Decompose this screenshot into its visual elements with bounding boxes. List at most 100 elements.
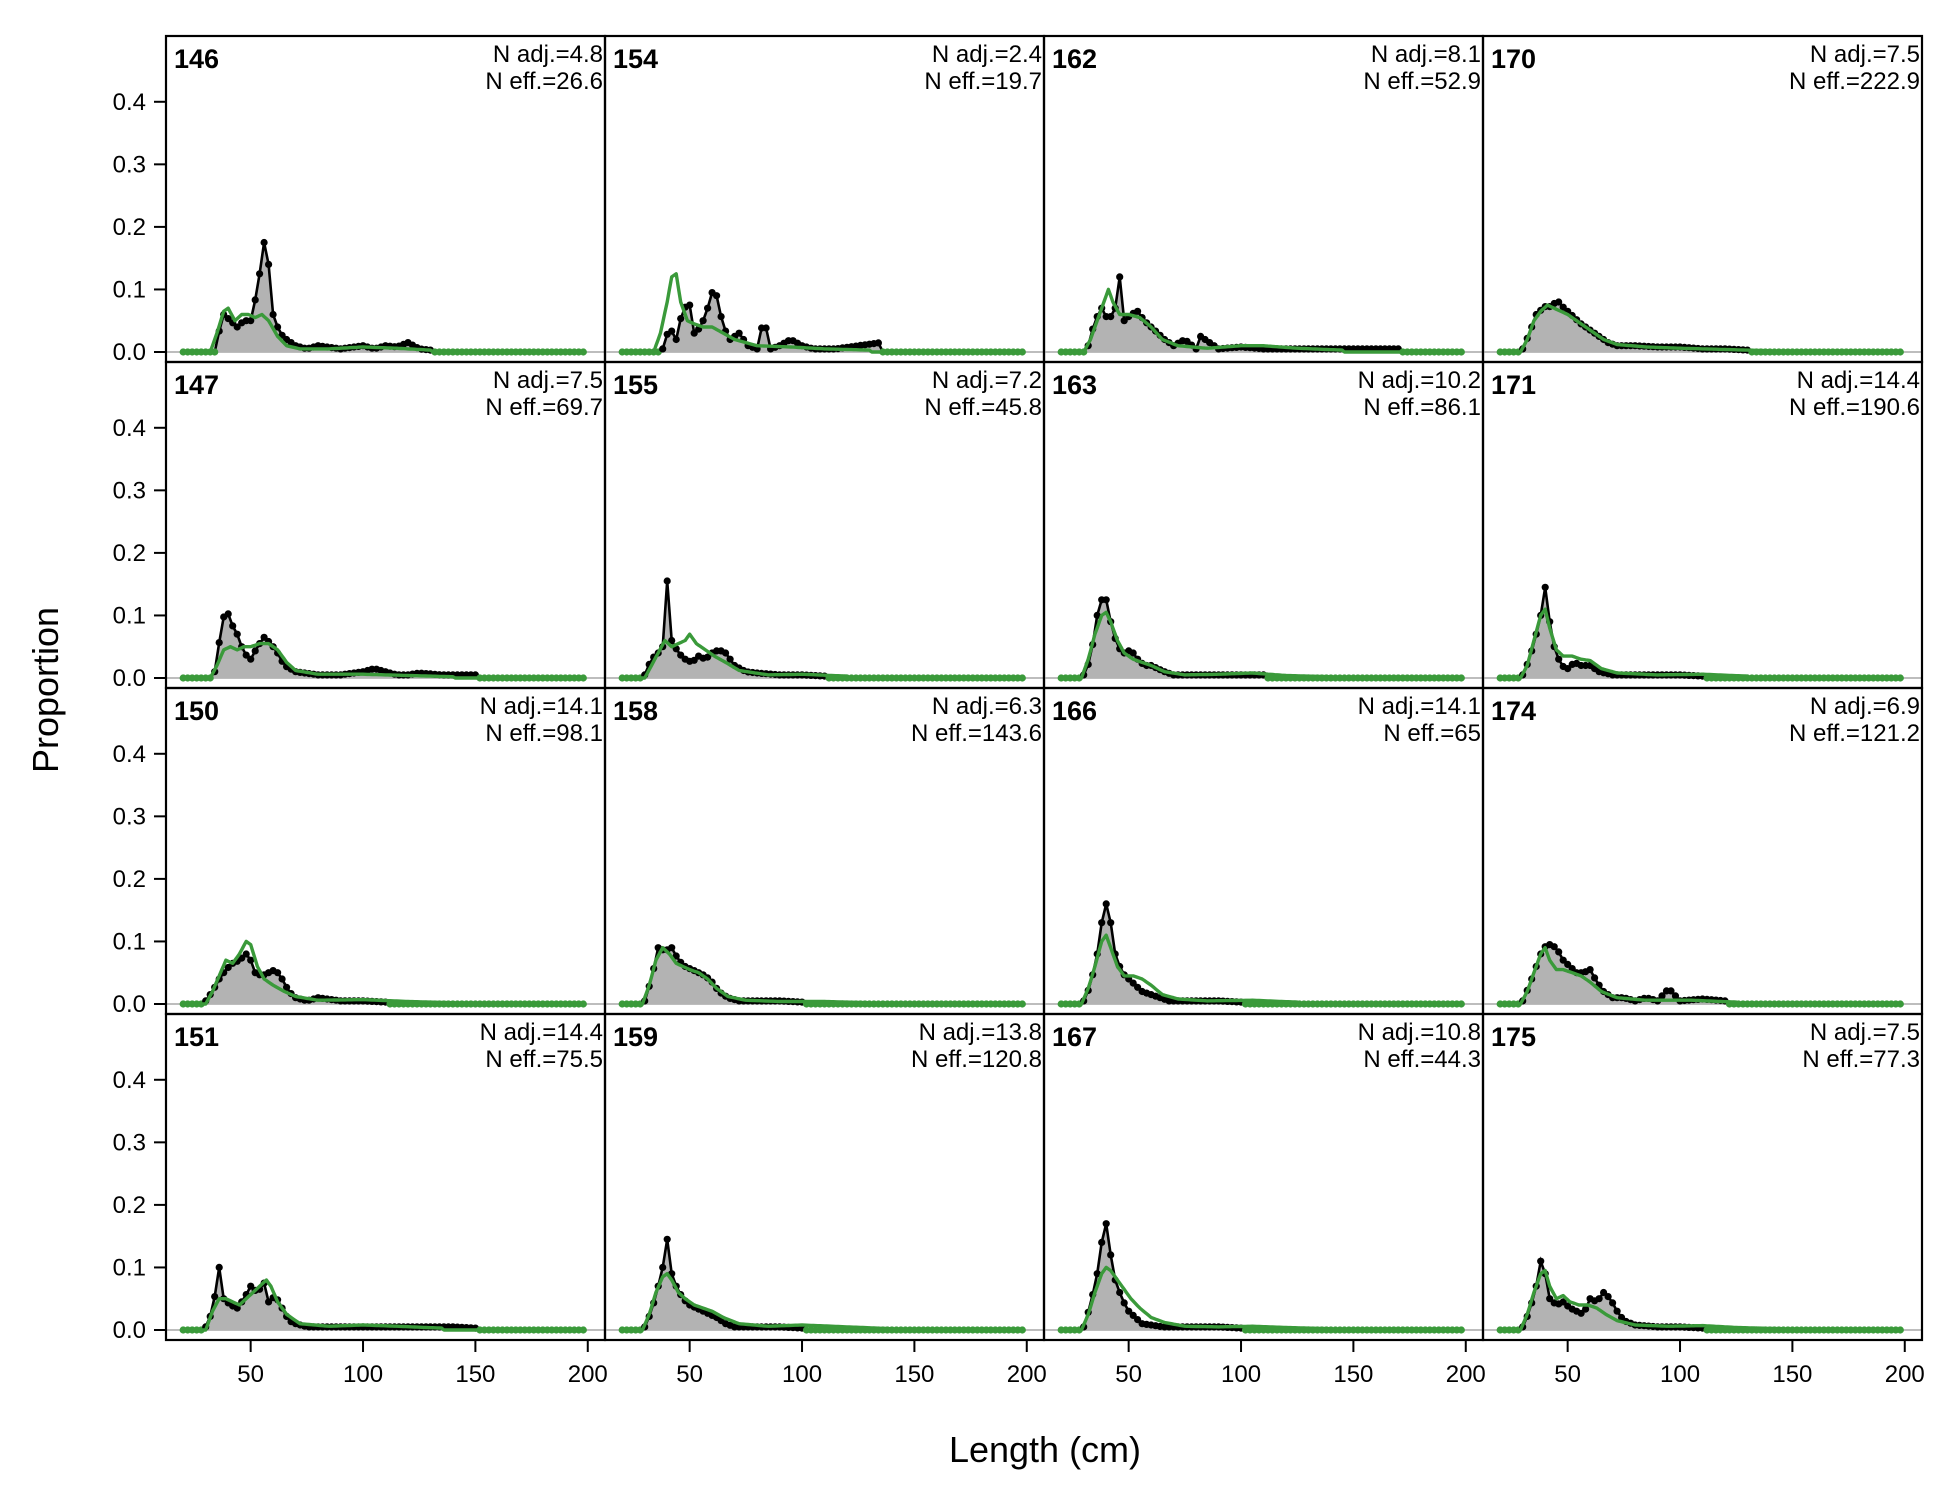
observed-point: [242, 950, 250, 958]
observed-point: [283, 983, 291, 991]
observed-point: [1582, 1305, 1590, 1313]
panel-n-adj: N adj.=8.1: [1371, 41, 1481, 68]
observed-point: [659, 345, 667, 353]
observed-point: [1098, 1238, 1106, 1246]
observed-point: [663, 577, 671, 585]
observed-point: [672, 952, 680, 960]
observed-point: [1555, 298, 1563, 306]
y-tick-label: 0.1: [113, 928, 146, 955]
panel-label: 175: [1491, 1022, 1536, 1052]
observed-point: [1134, 983, 1142, 991]
panel-n-adj: N adj.=10.8: [1358, 1019, 1481, 1046]
panel-146: 146 N adj.=4.8N eff.=26.6: [164, 34, 607, 364]
panel-n-adj: N adj.=7.2: [932, 367, 1042, 394]
observed-point: [1609, 1299, 1617, 1307]
observed-point: [1018, 348, 1026, 356]
observed-point: [672, 335, 680, 344]
panel-n-eff: N eff.=86.1: [1363, 394, 1481, 421]
expected-line: [1500, 607, 1901, 680]
panel-n-eff: N eff.=121.2: [1789, 720, 1920, 747]
panel-n-adj: N adj.=4.8: [493, 41, 603, 68]
observed-point: [735, 329, 743, 337]
panel-n-eff: N eff.=120.8: [911, 1046, 1042, 1073]
observed-point: [247, 1282, 255, 1290]
panel-label: 154: [613, 44, 658, 74]
x-tick-label: 50: [1115, 1361, 1142, 1388]
observed-point: [1018, 1326, 1026, 1334]
observed-point: [260, 238, 268, 247]
observed-point: [762, 324, 770, 332]
observed-point: [677, 315, 685, 323]
observed-point: [713, 292, 721, 300]
observed-point: [251, 647, 259, 655]
observed-point: [1671, 992, 1680, 1000]
observed-point: [1577, 1309, 1585, 1317]
expected-line: [1061, 610, 1462, 680]
observed-point: [1591, 974, 1599, 982]
observed-point: [274, 323, 282, 331]
observed-area: [1061, 599, 1462, 678]
y-tick-label: 0.0: [113, 991, 146, 1018]
observed-area: [1500, 1261, 1901, 1330]
observed-area: [183, 242, 584, 352]
y-tick-label: 0.4: [113, 741, 146, 768]
panel-frame: [1481, 1012, 1924, 1342]
observed-point: [1604, 1293, 1612, 1301]
x-tick-label: 200: [1446, 1361, 1486, 1388]
panel-n-adj: N adj.=14.1: [480, 693, 603, 720]
observed-point: [274, 969, 282, 977]
observed-point: [211, 348, 219, 356]
observed-point: [1667, 987, 1675, 995]
y-tick-label: 0.0: [113, 1317, 146, 1344]
y-tick-label: 0.1: [113, 1254, 146, 1281]
expected-line: [622, 1272, 1023, 1332]
observed-point: [579, 1326, 587, 1334]
observed-point: [1658, 992, 1666, 1000]
x-axis-title: Length (cm): [949, 1429, 1141, 1470]
panel-label: 158: [613, 696, 658, 726]
panel-150: 150 N adj.=14.1N eff.=98.1: [164, 686, 607, 1016]
x-tick-label: 50: [676, 1361, 703, 1388]
panel-n-adj: N adj.=7.5: [493, 367, 603, 394]
observed-point: [247, 956, 255, 964]
y-tick-label: 0.0: [113, 665, 146, 692]
panel-n-eff: N eff.=19.7: [924, 68, 1042, 95]
observed-point: [1098, 919, 1106, 927]
observed-area: [622, 1239, 1023, 1330]
panel-n-eff: N eff.=65: [1383, 720, 1481, 747]
observed-point: [1093, 611, 1101, 620]
observed-point: [269, 310, 277, 319]
x-tick-label: 100: [343, 1361, 383, 1388]
expected-line: [183, 939, 584, 1006]
observed-point: [247, 655, 255, 663]
panel-163: 163 N adj.=10.2N eff.=86.1: [1042, 360, 1485, 690]
observed-point: [722, 649, 730, 657]
panel-label: 159: [613, 1022, 658, 1052]
panel-label: 174: [1491, 696, 1536, 726]
panel-158: 158 N adj.=6.3N eff.=143.6: [603, 686, 1046, 1016]
observed-point: [668, 327, 676, 335]
observed-point: [1595, 1295, 1603, 1303]
observed-point: [1107, 919, 1115, 927]
observed-point: [1555, 655, 1563, 663]
panel-174: 174 N adj.=6.9N eff.=121.2: [1481, 686, 1924, 1016]
x-tick-label: 150: [1772, 1361, 1812, 1388]
observed-point: [211, 1293, 219, 1301]
panel-n-eff: N eff.=44.3: [1363, 1046, 1481, 1073]
panel-n-eff: N eff.=190.6: [1789, 394, 1920, 421]
observed-point: [233, 323, 241, 331]
panel-n-eff: N eff.=143.6: [911, 720, 1042, 747]
observed-point: [579, 1000, 587, 1008]
expected-line: [622, 272, 1023, 354]
observed-point: [1107, 1251, 1115, 1259]
expected-line: [1061, 1265, 1462, 1332]
observed-point: [251, 296, 259, 304]
x-tick-label: 150: [894, 1361, 934, 1388]
observed-point: [726, 655, 734, 663]
panel-n-eff: N eff.=77.3: [1802, 1046, 1920, 1073]
panel-n-adj: N adj.=2.4: [932, 41, 1042, 68]
y-tick-label: 0.4: [113, 1067, 146, 1094]
observed-point: [704, 304, 712, 312]
panel-label: 162: [1052, 44, 1097, 74]
panel-n-adj: N adj.=7.5: [1810, 41, 1920, 68]
